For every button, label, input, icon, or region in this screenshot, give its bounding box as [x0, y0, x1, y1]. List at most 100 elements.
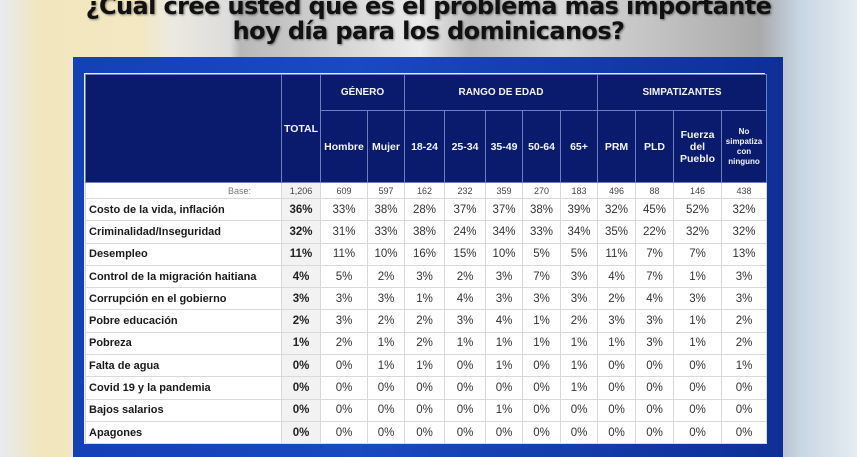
base-value: 359 — [485, 182, 523, 199]
value-cell: 16% — [404, 242, 445, 266]
value-cell: 3% — [320, 309, 368, 333]
value-cell: 0% — [320, 420, 368, 445]
base-value: 88 — [635, 182, 674, 199]
value-cell: 2% — [720, 331, 768, 356]
header-65-plus: 65+ — [560, 110, 598, 183]
value-cell: 1% — [444, 331, 486, 356]
table-row: Control de la migración haitiana 4% 5% 2% 3%… — [85, 264, 768, 289]
header-18-24: 18-24 — [404, 110, 445, 183]
value-cell: 0% — [404, 398, 445, 422]
value-cell: 3% — [444, 309, 486, 333]
value-cell: 38% — [404, 220, 445, 244]
header-group-simpatizantes: SIMPATIZANTES — [596, 74, 768, 111]
header-blank — [85, 74, 282, 183]
value-cell: 0% — [320, 398, 368, 422]
value-cell: 1% — [522, 309, 561, 333]
header-hombre: Hombre — [320, 110, 368, 183]
value-cell: 0% — [444, 354, 486, 378]
row-label: Corrupción en el gobierno — [85, 287, 282, 311]
value-cell: 0% — [720, 420, 768, 445]
value-cell: 3% — [367, 287, 405, 311]
total-cell: 11% — [281, 242, 321, 266]
value-cell: 0% — [522, 398, 561, 422]
row-label: Costo de la vida, inflación — [85, 197, 282, 222]
table-row: Desempleo 11% 11% 10% 16% 15% 10% 5% 5% 11% 7% 7% 13… — [85, 242, 768, 266]
value-cell: 45% — [635, 197, 674, 222]
header-no-simpatiza: No simpatiza con ninguno — [720, 110, 768, 183]
total-cell: 0% — [281, 398, 321, 422]
base-label: Base: — [85, 182, 282, 199]
value-cell: 33% — [367, 220, 405, 244]
value-cell: 0% — [597, 376, 636, 400]
value-cell: 0% — [635, 376, 674, 400]
base-value: 597 — [367, 182, 405, 199]
value-cell: 1% — [673, 309, 722, 333]
value-cell: 1% — [367, 331, 405, 356]
base-value: 609 — [320, 182, 368, 199]
value-cell: 3% — [597, 309, 636, 333]
table-row: Pobre educación 2% 3% 2% 2% 3% 4% 1% 2% 3% 3% 1% 2% — [85, 309, 768, 333]
title-line-1: ¿Cual cree usted que es el problema mas … — [85, 0, 772, 20]
value-cell: 0% — [485, 376, 523, 400]
value-cell: 4% — [635, 287, 674, 311]
value-cell: 5% — [320, 264, 368, 289]
title-line-2: hoy día para los dominicanos? — [232, 17, 625, 45]
value-cell: 0% — [320, 376, 368, 400]
value-cell: 3% — [485, 264, 523, 289]
value-cell: 1% — [560, 354, 598, 378]
value-cell: 0% — [720, 398, 768, 422]
total-cell: 36% — [281, 197, 321, 222]
header-25-34: 25-34 — [444, 110, 486, 183]
value-cell: 1% — [560, 376, 598, 400]
value-cell: 5% — [560, 242, 598, 266]
value-cell: 7% — [635, 242, 674, 266]
header-group-genero: GÉNERO — [320, 74, 405, 111]
value-cell: 10% — [485, 242, 523, 266]
total-cell: 2% — [281, 309, 321, 333]
value-cell: 38% — [522, 197, 561, 222]
base-value: 270 — [522, 182, 561, 199]
base-value: 1,206 — [281, 182, 321, 199]
value-cell: 1% — [522, 331, 561, 356]
value-cell: 37% — [444, 197, 486, 222]
base-row: Base: 1,206 609 597 162 232 359 270 183 … — [85, 182, 768, 199]
value-cell: 3% — [560, 287, 598, 311]
value-cell: 2% — [560, 309, 598, 333]
value-cell: 0% — [597, 420, 636, 445]
value-cell: 13% — [720, 242, 768, 266]
value-cell: 7% — [635, 264, 674, 289]
value-cell: 22% — [635, 220, 674, 244]
value-cell: 1% — [673, 331, 722, 356]
value-cell: 3% — [720, 264, 768, 289]
value-cell: 1% — [485, 354, 523, 378]
value-cell: 2% — [367, 264, 405, 289]
value-cell: 0% — [560, 420, 598, 445]
value-cell: 1% — [720, 354, 768, 378]
value-cell: 0% — [673, 420, 722, 445]
value-cell: 32% — [720, 197, 768, 222]
value-cell: 24% — [444, 220, 486, 244]
value-cell: 1% — [367, 354, 405, 378]
value-cell: 4% — [485, 309, 523, 333]
value-cell: 0% — [560, 398, 598, 422]
base-value: 232 — [444, 182, 486, 199]
value-cell: 11% — [597, 242, 636, 266]
total-cell: 4% — [281, 264, 321, 289]
value-cell: 1% — [404, 287, 445, 311]
value-cell: 0% — [444, 376, 486, 400]
value-cell: 52% — [673, 197, 722, 222]
value-cell: 1% — [485, 398, 523, 422]
value-cell: 2% — [367, 309, 405, 333]
value-cell: 0% — [404, 420, 445, 445]
value-cell: 37% — [485, 197, 523, 222]
value-cell: 31% — [320, 220, 368, 244]
value-cell: 38% — [367, 197, 405, 222]
header-50-64: 50-64 — [522, 110, 561, 183]
value-cell: 2% — [720, 309, 768, 333]
row-label: Desempleo — [85, 242, 282, 266]
header-prm: PRM — [597, 110, 636, 183]
value-cell: 3% — [720, 287, 768, 311]
header-group-row: TOTAL GÉNERO RANGO DE EDAD SIMPATIZANTES — [85, 74, 768, 183]
value-cell: 3% — [522, 287, 561, 311]
header-mujer: Mujer — [367, 110, 405, 183]
